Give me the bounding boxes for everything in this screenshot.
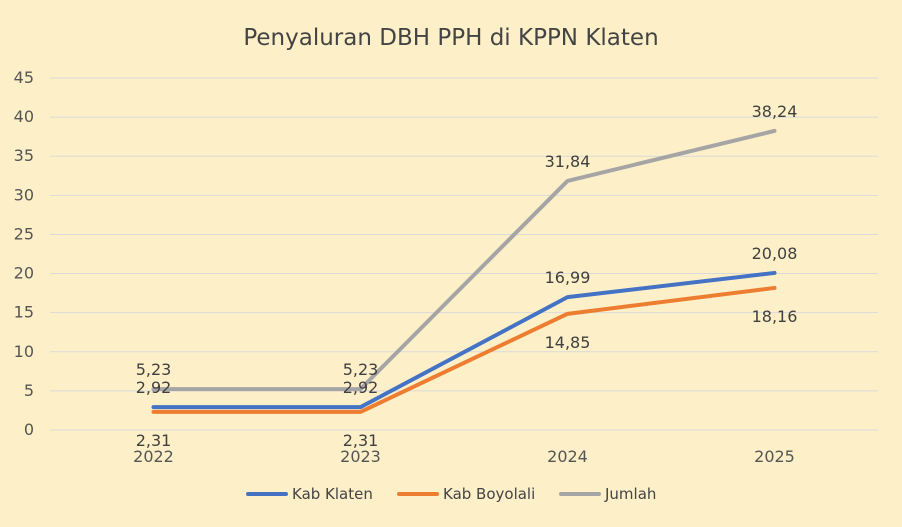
y-tick-label: 40 xyxy=(14,107,34,126)
y-tick-label: 10 xyxy=(14,342,34,361)
legend-entry: Kab Boyolali xyxy=(443,485,535,503)
data-label: 2,31 xyxy=(343,431,379,450)
y-axis-tick-labels: 0 5 10 15 20 25 30 35 40 45 xyxy=(14,68,34,439)
data-label: 2,31 xyxy=(136,431,172,450)
x-axis-tick-labels: 2022 2023 2024 2025 xyxy=(133,447,795,466)
series-line-jumlah xyxy=(151,128,777,392)
y-tick-label: 25 xyxy=(14,224,34,243)
x-tick-label: 2025 xyxy=(754,447,795,466)
series-line-kab-klaten xyxy=(151,270,777,410)
x-tick-label: 2023 xyxy=(340,447,381,466)
x-tick-label: 2024 xyxy=(547,447,588,466)
y-tick-label: 20 xyxy=(14,264,34,283)
series-lines xyxy=(151,128,777,414)
data-labels: 2,92 2,92 16,99 20,08 2,31 2,31 14,85 18,16 5,23… xyxy=(136,102,798,450)
x-tick-label: 2022 xyxy=(133,447,174,466)
legend-entry: Jumlah xyxy=(604,485,656,503)
y-tick-label: 5 xyxy=(24,381,34,400)
series-line-kab-boyolali xyxy=(151,285,777,414)
y-tick-label: 45 xyxy=(14,68,34,87)
legend: Kab Klaten Kab Boyolali Jumlah xyxy=(246,485,656,503)
y-tick-label: 30 xyxy=(14,185,34,204)
data-label: 2,92 xyxy=(343,378,379,397)
chart-title: Penyaluran DBH PPH di KPPN Klaten xyxy=(243,25,658,51)
data-label: 16,99 xyxy=(545,268,591,287)
data-label: 14,85 xyxy=(545,333,591,352)
data-label: 5,23 xyxy=(136,360,172,379)
y-tick-label: 0 xyxy=(24,420,34,439)
data-label: 5,23 xyxy=(343,360,379,379)
y-tick-label: 15 xyxy=(14,303,34,322)
legend-entry: Kab Klaten xyxy=(292,485,373,503)
data-label: 20,08 xyxy=(752,244,798,263)
data-label: 31,84 xyxy=(545,152,591,171)
data-label: 2,92 xyxy=(136,378,172,397)
data-label: 18,16 xyxy=(752,307,798,326)
y-tick-label: 35 xyxy=(14,146,34,165)
data-label: 38,24 xyxy=(752,102,798,121)
